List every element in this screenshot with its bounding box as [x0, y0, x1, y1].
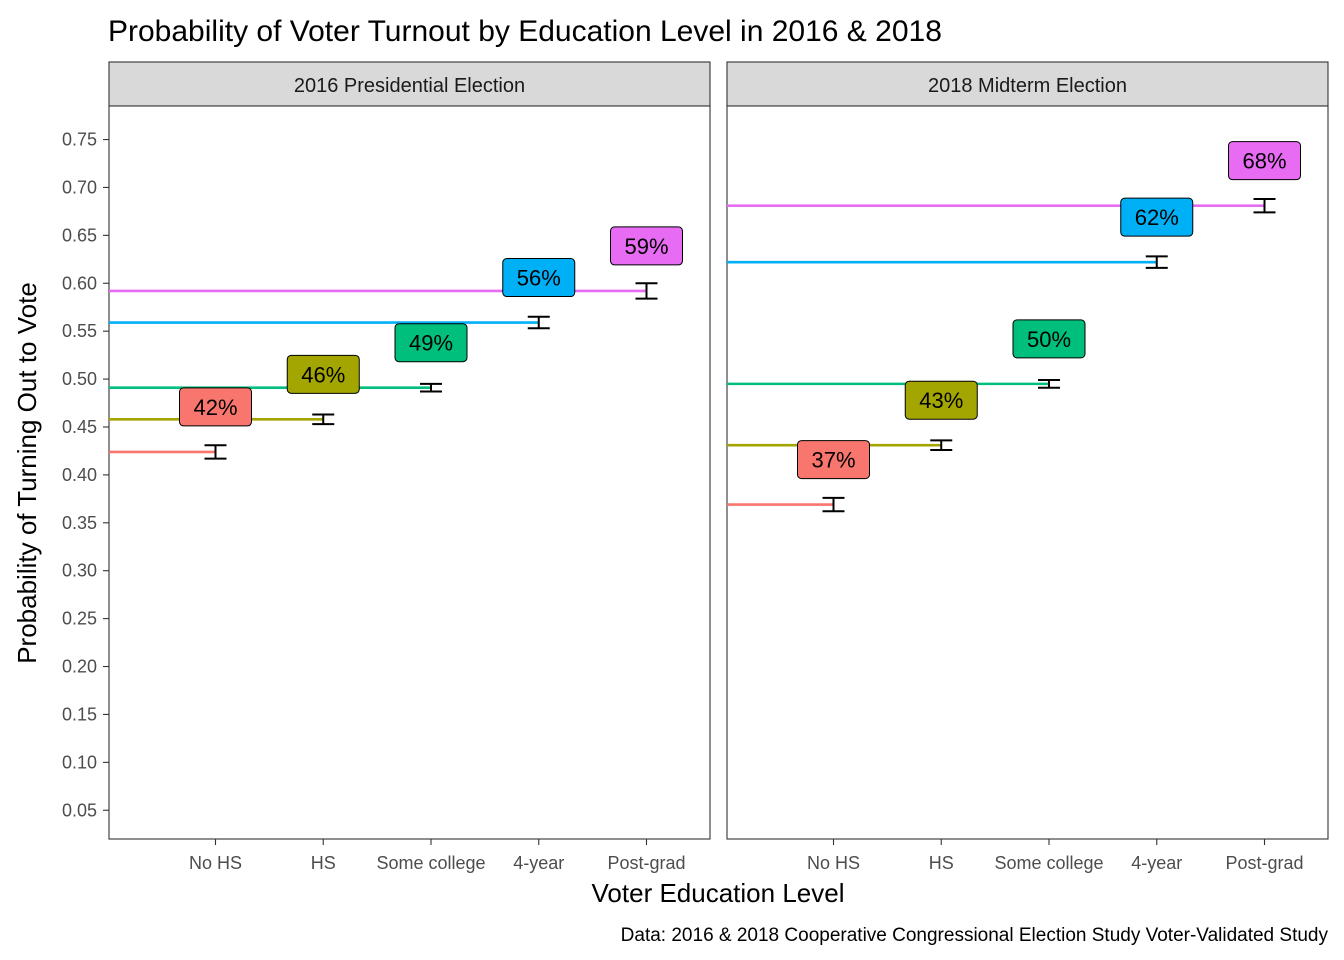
value-label: 62% [1120, 197, 1194, 237]
value-label-text: 42% [193, 395, 237, 420]
y-tick-label: 0.05 [62, 800, 97, 820]
value-label-box [797, 440, 870, 480]
facet-panel-1: 2016 Presidential Election 42% 46% 49% 56% 59… [108, 61, 711, 873]
y-tick-label: 0.35 [62, 513, 97, 533]
x-tick-label: HS [311, 853, 336, 873]
error-bar [822, 496, 845, 513]
y-tick-label: 0.10 [62, 752, 97, 772]
x-tick-label: Post-grad [1225, 853, 1303, 873]
x-tick-label: 4-year [513, 853, 564, 873]
y-tick-label: 0.70 [62, 177, 97, 197]
value-label-text: 50% [1027, 327, 1071, 352]
error-bar [1253, 197, 1276, 214]
error-bar [635, 282, 658, 300]
value-label: 37% [797, 440, 870, 480]
error-bar [312, 413, 335, 426]
caption: Data: 2016 & 2018 Cooperative Congressio… [621, 925, 1329, 946]
y-tick-label: 0.40 [62, 465, 97, 485]
value-label-text: 37% [811, 448, 855, 473]
value-label-text: 68% [1242, 149, 1286, 174]
y-tick-label: 0.60 [62, 273, 97, 293]
facet-strip [726, 61, 1329, 107]
facet-panel-2: 2018 Midterm Election 37% 43% 50% 62% 68% No H… [726, 61, 1329, 873]
value-label-text: 62% [1135, 205, 1179, 230]
value-label: 49% [394, 323, 468, 363]
facet-strip [108, 61, 711, 107]
value-label: 43% [904, 380, 978, 420]
value-label-box [179, 387, 252, 427]
y-axis: 0.05 0.10 0.15 0.20 0.25 0.30 0.35 0.40 0.45 0.50… [62, 130, 109, 820]
y-tick-label: 0.30 [62, 561, 97, 581]
value-label-box [1012, 319, 1086, 359]
value-label: 46% [286, 354, 360, 394]
value-label-box [394, 323, 468, 363]
value-label-text: 49% [409, 331, 453, 356]
value-label: 50% [1012, 319, 1086, 359]
x-tick-label: Some college [376, 853, 485, 873]
y-tick-label: 0.15 [62, 704, 97, 724]
value-label: 56% [502, 258, 576, 298]
chart-title: Probability of Voter Turnout by Educatio… [108, 15, 942, 48]
value-label-text: 43% [919, 388, 963, 413]
value-label-box [1228, 141, 1301, 181]
facet-panels: 2016 Presidential Election 42% 46% 49% 56% 59… [108, 61, 1329, 873]
facet-strip-label: 2018 Midterm Election [928, 75, 1127, 97]
value-label-box [610, 226, 683, 266]
x-axis-title: Voter Education Level [592, 878, 845, 908]
value-label-box [286, 354, 360, 394]
x-tick-label: No HS [807, 853, 860, 873]
value-label-box [502, 258, 576, 298]
y-tick-label: 0.65 [62, 225, 97, 245]
value-label-box [1120, 197, 1194, 237]
value-label: 68% [1228, 141, 1301, 181]
panel-border [108, 105, 711, 840]
y-tick-label: 0.20 [62, 657, 97, 677]
value-label: 42% [179, 387, 252, 427]
facet-strip-label: 2016 Presidential Election [294, 75, 525, 97]
error-bar [1145, 255, 1168, 269]
x-tick-label: Some college [994, 853, 1103, 873]
y-axis-title: Probability of Turning Out to Vote [12, 282, 42, 664]
y-tick-label: 0.50 [62, 369, 97, 389]
value-label-box [904, 380, 978, 420]
value-label: 59% [610, 226, 683, 266]
value-label-text: 59% [624, 234, 668, 259]
error-bar [1038, 379, 1060, 389]
y-tick-label: 0.45 [62, 417, 97, 437]
error-bar [420, 382, 442, 393]
error-bar [204, 444, 227, 460]
y-tick-label: 0.75 [62, 130, 97, 150]
y-tick-label: 0.25 [62, 609, 97, 629]
error-bar [930, 439, 953, 451]
x-tick-label: No HS [189, 853, 242, 873]
x-tick-label: Post-grad [607, 853, 685, 873]
value-label-text: 56% [517, 266, 561, 291]
y-tick-label: 0.55 [62, 321, 97, 341]
error-bar [527, 315, 550, 330]
x-tick-label: HS [929, 853, 954, 873]
value-label-text: 46% [301, 362, 345, 387]
x-tick-label: 4-year [1131, 853, 1182, 873]
